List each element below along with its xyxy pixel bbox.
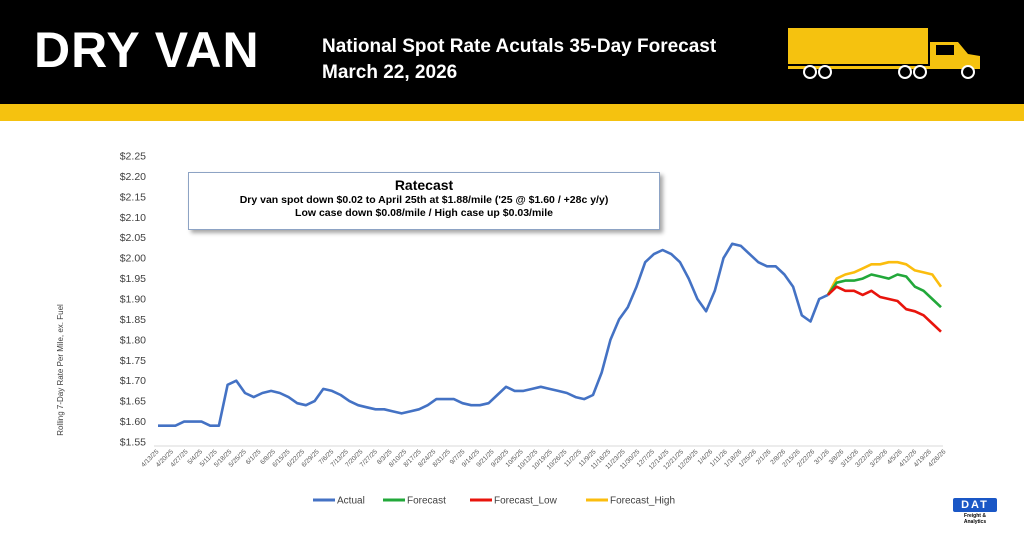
y-tick-label: $1.90 bbox=[120, 294, 146, 306]
chart-heading: National Spot Rate Acutals 35-Day Foreca… bbox=[322, 34, 716, 86]
dat-logo-text: DAT bbox=[953, 498, 997, 512]
series-line-actual bbox=[158, 242, 829, 428]
series-line-forecast-low bbox=[827, 285, 942, 333]
x-tick-label: 3/1/26 bbox=[813, 448, 831, 466]
line-chart: $1.55 $1.60 $1.65 $1.70 $1.75 $1.80 $1.85 $1.90… bbox=[56, 151, 948, 507]
y-tick-label: $1.80 bbox=[120, 334, 146, 346]
x-tick-label: 2/1/26 bbox=[755, 448, 773, 466]
series-lines bbox=[158, 242, 943, 428]
y-tick-label: $2.15 bbox=[120, 191, 146, 203]
truck-icon bbox=[788, 28, 980, 79]
ratecast-title: Ratecast bbox=[394, 177, 454, 193]
dat-logo: DAT Freight & Analytics bbox=[953, 498, 997, 525]
y-tick-label: $1.75 bbox=[120, 355, 146, 367]
ratecast-line-2: Low case down $0.08/mile / High case up … bbox=[295, 207, 553, 219]
y-tick-label: $1.55 bbox=[120, 437, 146, 449]
y-tick-label: $1.65 bbox=[120, 396, 146, 408]
y-tick-label: $2.00 bbox=[120, 253, 146, 265]
x-axis: 4/13/254/20/254/27/255/4/255/11/255/18/2… bbox=[140, 445, 948, 471]
legend-label: Forecast bbox=[407, 496, 446, 507]
dat-logo-subtitle: Freight & Analytics bbox=[963, 513, 987, 525]
legend-label: Forecast_High bbox=[610, 496, 675, 507]
y-tick-label: $1.85 bbox=[120, 314, 146, 326]
chart-title: National Spot Rate Acutals 35-Day Foreca… bbox=[322, 36, 717, 57]
y-tick-label: $1.60 bbox=[120, 416, 146, 428]
accent-bar bbox=[0, 104, 1024, 121]
y-tick-label: $2.20 bbox=[120, 171, 146, 183]
chart-date: March 22, 2026 bbox=[322, 62, 458, 83]
y-axis: $1.55 $1.60 $1.65 $1.70 $1.75 $1.80 $1.85 $1.90… bbox=[120, 151, 146, 449]
y-tick-label: $1.95 bbox=[120, 273, 146, 285]
y-tick-label: $1.70 bbox=[120, 375, 146, 387]
y-tick-label: $2.05 bbox=[120, 232, 146, 244]
ratecast-box: Ratecast Dry van spot down $0.02 to Apri… bbox=[188, 172, 660, 230]
y-tick-label: $2.25 bbox=[120, 151, 146, 163]
series-line-forecast bbox=[826, 273, 942, 309]
y-tick-label: $2.10 bbox=[120, 212, 146, 224]
ratecast-line-1: Dry van spot down $0.02 to April 25th at… bbox=[239, 194, 609, 206]
series-line-forecast-high bbox=[826, 260, 943, 296]
brand-title: DRY VAN bbox=[34, 22, 260, 78]
y-axis-label: Rolling 7-Day Rate Per Mile, ex. Fuel bbox=[56, 304, 65, 436]
x-tick-label: 6/1/25 bbox=[245, 448, 263, 466]
legend-label: Actual bbox=[337, 496, 365, 507]
legend: Actual Forecast Forecast_Low Forecast_High bbox=[313, 496, 675, 507]
legend-label: Forecast_Low bbox=[494, 496, 558, 507]
